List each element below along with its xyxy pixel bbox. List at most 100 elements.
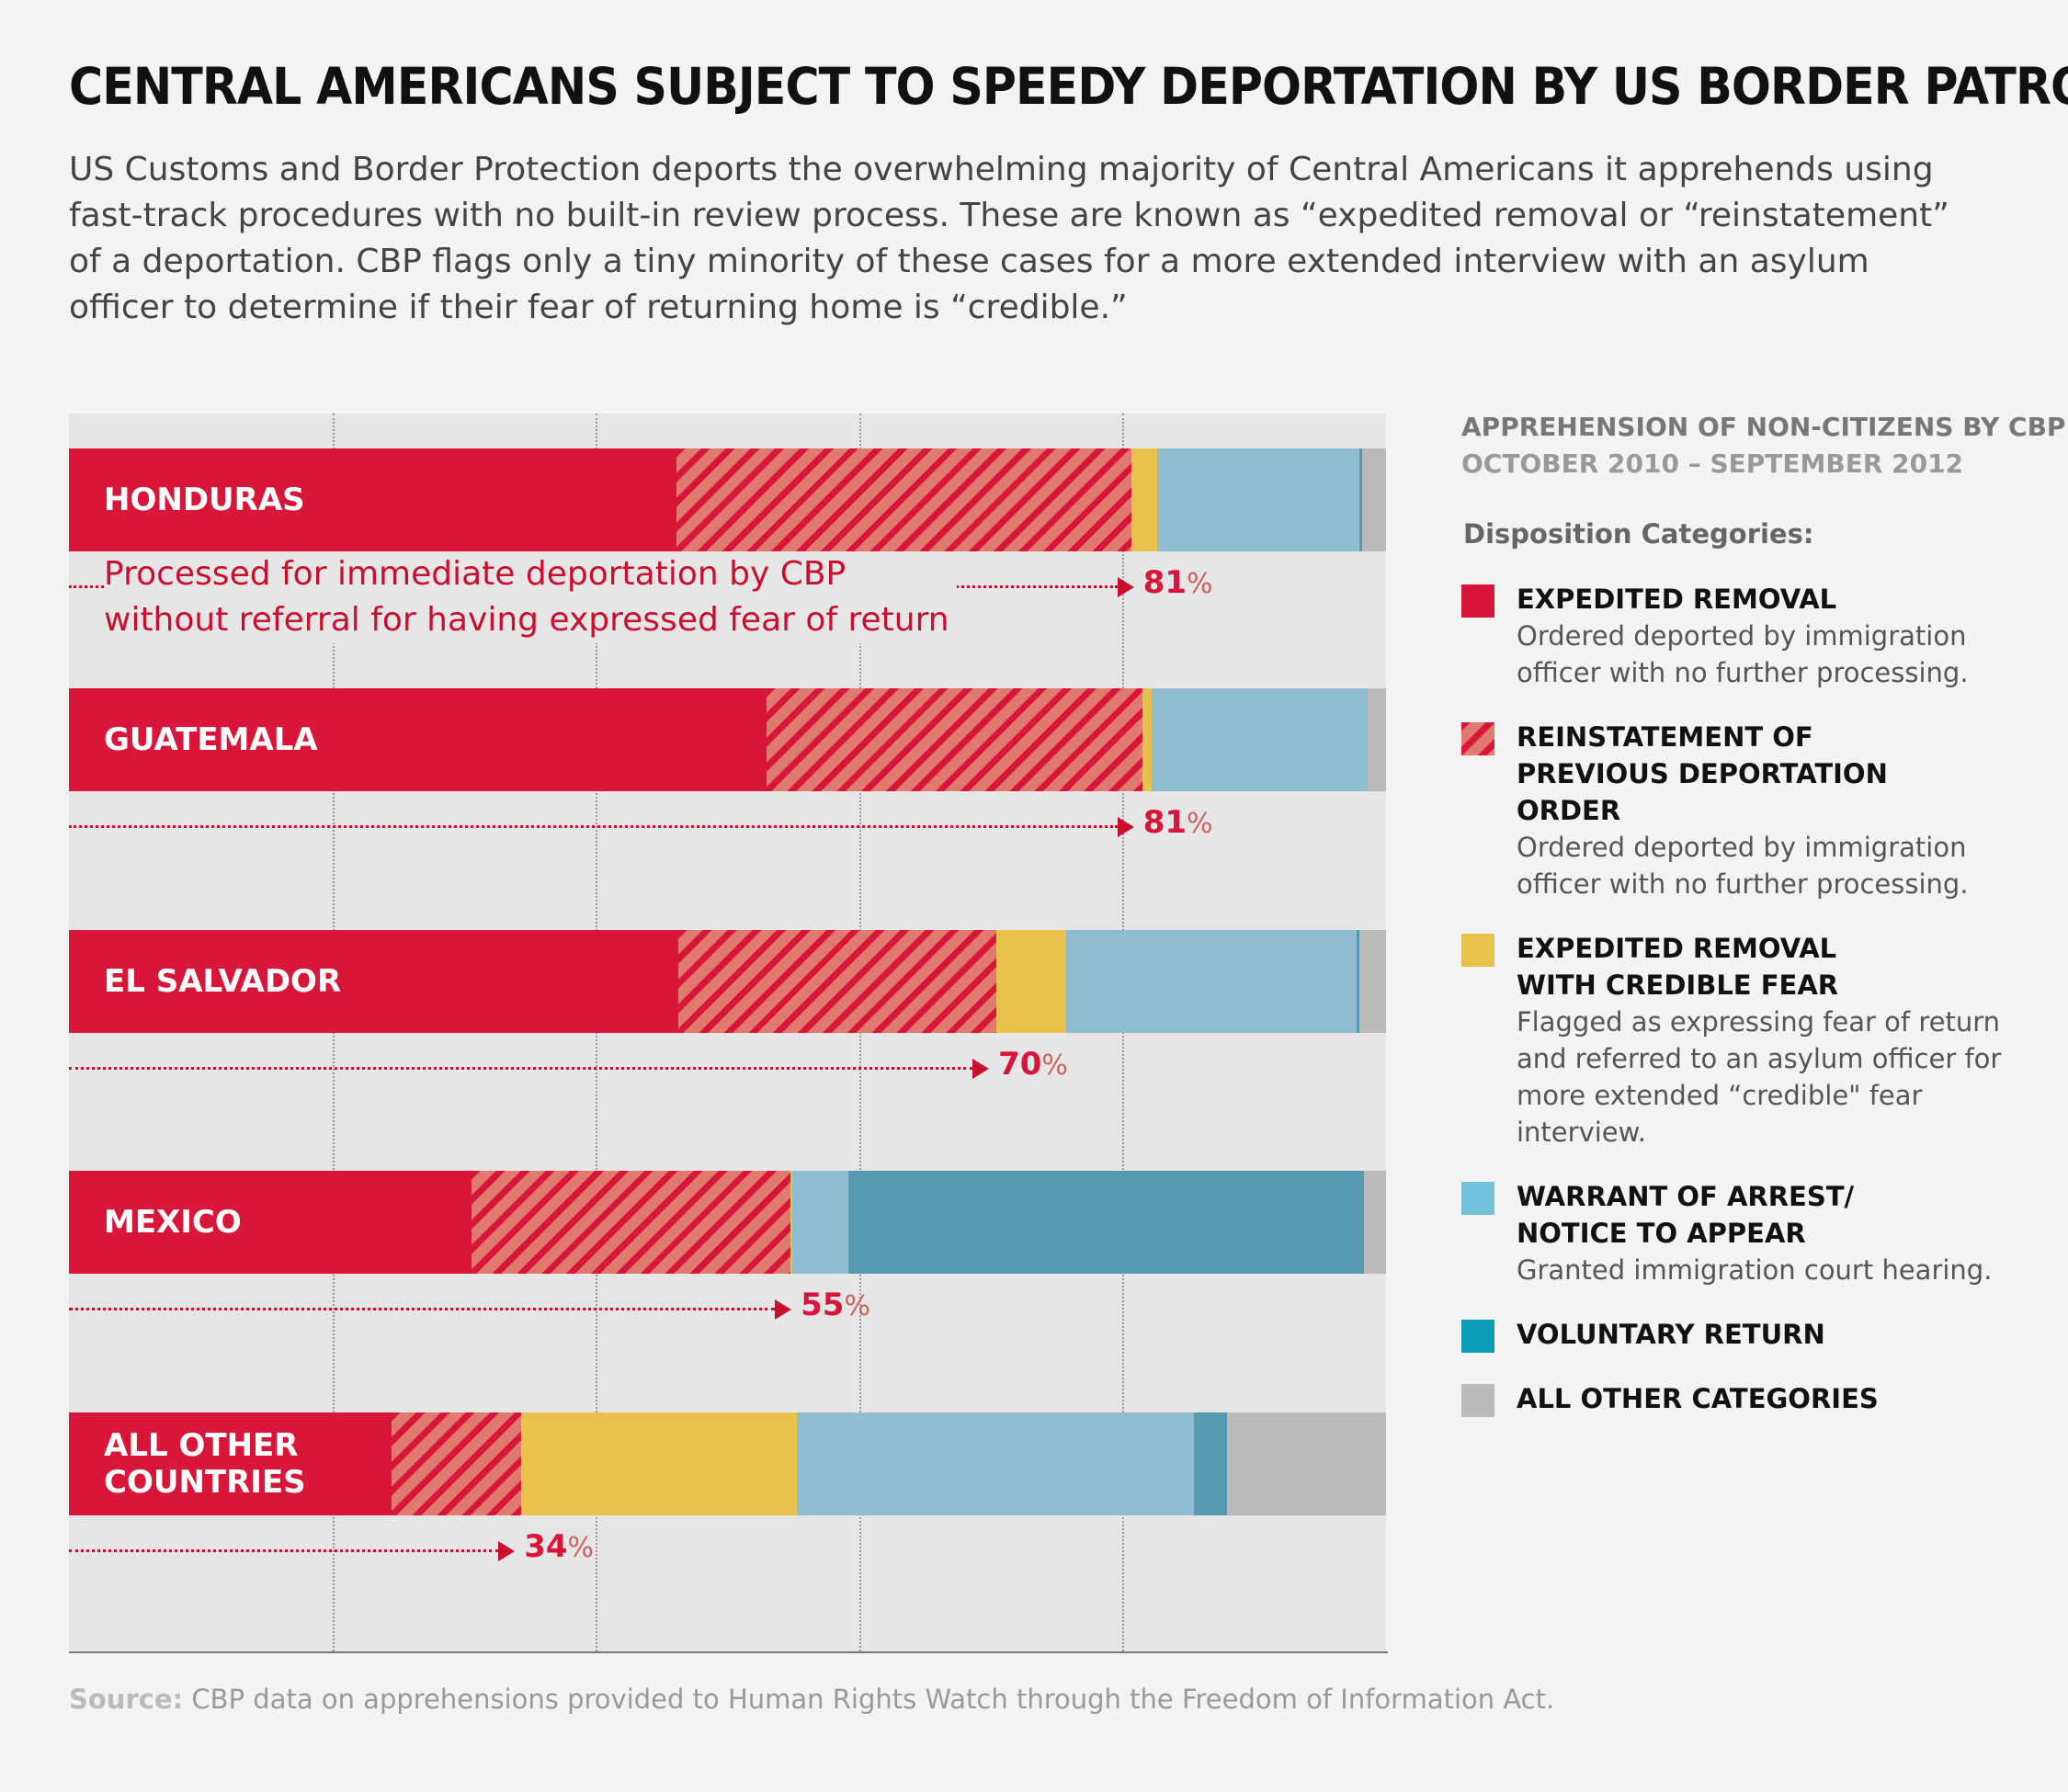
bar-label: EL SALVADOR [104, 963, 342, 1000]
bar-segment-6 [1367, 688, 1386, 791]
bar-label: ALL OTHER COUNTRIES [104, 1427, 306, 1501]
percent-sign: % [1187, 808, 1213, 840]
source-label: Source: [69, 1684, 184, 1715]
fast-track-percent: 70% [998, 1046, 1068, 1083]
bar-segment-3 [1131, 448, 1157, 551]
fast-track-percent: 55% [801, 1287, 870, 1323]
bar-segment-4 [1065, 930, 1358, 1033]
fast-track-annotation: 55% [69, 1287, 1386, 1327]
legend-name: VOLUNTARY RETURN [1517, 1319, 1825, 1350]
arrow-icon [972, 1059, 990, 1079]
fast-track-percent: 81% [1143, 804, 1213, 841]
bar-segment-2 [678, 930, 996, 1033]
bar-honduras: HONDURAS [69, 448, 1386, 551]
legend-categories-label: Disposition Categories: [1463, 518, 1814, 550]
bar-label: MEXICO [104, 1204, 242, 1241]
percent-sign: % [567, 1532, 595, 1564]
bar-segment-2 [767, 688, 1142, 791]
legend-period: OCTOBER 2010 – SEPTEMBER 2012 [1461, 448, 1964, 479]
bar-segment-1 [69, 688, 767, 791]
percent-sign: % [1187, 568, 1213, 600]
bar-segment-1 [69, 1171, 472, 1274]
bar-segment-3 [520, 1412, 798, 1515]
bar-mexico: MEXICO [69, 1171, 1386, 1274]
legend-name: WARRANT OF ARREST/ NOTICE TO APPEAR [1517, 1181, 1855, 1249]
dotted-leader [69, 825, 1118, 828]
bar-segment-5 [1193, 1412, 1227, 1515]
percent-value: 81 [1142, 804, 1187, 841]
bar-segment-1 [69, 448, 676, 551]
legend-item: WARRANT OF ARREST/ NOTICE TO APPEAR Grant… [1461, 1178, 2050, 1288]
bar-segment-1 [69, 1412, 392, 1515]
legend-swatch [1461, 722, 1494, 755]
annotation-text: Processed for immediate deportation by C… [104, 551, 957, 643]
dotted-leader [69, 1308, 776, 1310]
bar-segment-4 [1156, 448, 1360, 551]
fast-track-percent: 34% [524, 1528, 594, 1565]
percent-sign: % [844, 1290, 870, 1322]
percent-value: 55 [801, 1287, 845, 1323]
legend-swatch [1461, 1384, 1494, 1417]
bar-segment-2 [472, 1171, 791, 1274]
legend-item: EXPEDITED REMOVAL WITH CREDIBLE FEAR Flag… [1461, 930, 2050, 1151]
legend-name: REINSTATEMENT OF PREVIOUS DEPORTATION OR… [1517, 721, 1888, 826]
fast-track-annotation: 81% [69, 804, 1386, 845]
source-note: Source: CBP data on apprehensions provid… [69, 1684, 1554, 1715]
fast-track-annotation: 34% [69, 1528, 1386, 1569]
legend-swatch [1461, 584, 1494, 618]
legend-item: VOLUNTARY RETURN [1461, 1316, 2050, 1353]
bar-segment-4 [797, 1412, 1194, 1515]
subtitle: US Customs and Border Protection deports… [69, 151, 1949, 326]
page-title: CENTRAL AMERICANS SUBJECT TO SPEEDY DEPO… [69, 57, 2068, 116]
bar-segment-6 [1362, 448, 1386, 551]
legend-desc: Granted immigration court hearing. [1517, 1254, 1993, 1286]
bar-segment-2 [392, 1412, 521, 1515]
fast-track-annotation: 70% [69, 1046, 1386, 1086]
bar-segment-6 [1363, 1171, 1386, 1274]
arrow-icon [1117, 577, 1134, 597]
arrow-icon [498, 1541, 516, 1561]
legend-swatch [1461, 1182, 1494, 1215]
dotted-leader [69, 1549, 499, 1552]
bar-segment-4 [791, 1171, 849, 1274]
bar-el-salvador: EL SALVADOR [69, 930, 1386, 1033]
percent-value: 70 [998, 1046, 1042, 1083]
bar-guatemala: GUATEMALA [69, 688, 1386, 791]
legend-item: ALL OTHER CATEGORIES [1461, 1380, 2050, 1417]
legend-name: ALL OTHER CATEGORIES [1517, 1383, 1879, 1414]
percent-sign: % [1041, 1049, 1068, 1082]
percent-value: 81 [1142, 564, 1187, 601]
percent-value: 34 [524, 1528, 568, 1565]
legend-desc: Flagged as expressing fear of return and… [1517, 1006, 2002, 1148]
legend-swatch [1461, 1320, 1494, 1353]
legend-desc: Ordered deported by immigration officer … [1517, 832, 1969, 900]
bar-segment-4 [1151, 688, 1368, 791]
legend-swatch [1461, 934, 1494, 967]
arrow-icon [1117, 817, 1134, 837]
legend-item: EXPEDITED REMOVAL Ordered deported by imm… [1461, 581, 2050, 691]
legend-name: EXPEDITED REMOVAL WITH CREDIBLE FEAR [1517, 933, 1839, 1001]
legend-item: REINSTATEMENT OF PREVIOUS DEPORTATION OR… [1461, 719, 2050, 902]
bar-segment-3 [790, 1171, 792, 1274]
stacked-bar-chart: HONDURAS 81% GUATEMALA 81% EL SALVADOR 70% MEX… [69, 414, 1386, 1651]
bar-segment-6 [1226, 1412, 1386, 1515]
bar-segment-5 [1357, 930, 1360, 1033]
bar-segment-5 [1359, 448, 1363, 551]
legend: EXPEDITED REMOVAL Ordered deported by imm… [1461, 581, 2050, 1417]
legend-desc: Ordered deported by immigration officer … [1517, 620, 1969, 688]
legend-heading: APPREHENSION OF NON-CITIZENS BY CBP [1461, 412, 2066, 442]
source-text: CBP data on apprehensions provided to Hu… [183, 1684, 1555, 1715]
bar-segment-6 [1359, 930, 1386, 1033]
bar-all-other-countries: ALL OTHER COUNTRIES [69, 1412, 1386, 1515]
bar-segment-3 [1142, 688, 1152, 791]
legend-name: EXPEDITED REMOVAL [1517, 584, 1837, 615]
bar-label: GUATEMALA [104, 721, 318, 758]
bar-segment-2 [676, 448, 1132, 551]
bar-segment-1 [69, 930, 679, 1033]
bar-segment-3 [995, 930, 1066, 1033]
bar-label: HONDURAS [104, 482, 305, 518]
dotted-leader [69, 1067, 973, 1070]
x-axis-line [69, 1651, 1388, 1653]
bar-segment-5 [848, 1171, 1364, 1274]
